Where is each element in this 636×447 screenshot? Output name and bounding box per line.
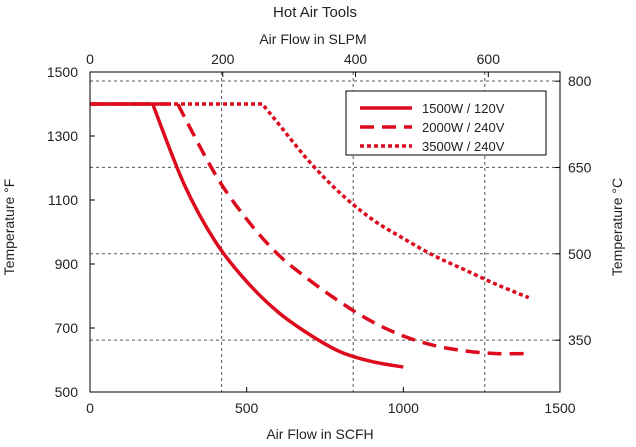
x-top-tick-label: 400	[344, 51, 368, 67]
y-right-tick-label: 350	[568, 332, 592, 348]
chart-title: Hot Air Tools	[273, 4, 357, 21]
series-line-1500w-120v	[90, 102, 404, 369]
legend-label: 1500W / 120V	[422, 101, 505, 116]
y-right-axis-label: Temperature °C	[609, 178, 625, 276]
y-right-tick-label: 500	[568, 246, 592, 262]
y-right-tick-label: 650	[568, 160, 592, 176]
y-left-tick-label: 900	[55, 256, 79, 272]
x-top-tick-label: 200	[211, 51, 235, 67]
grid-lines	[90, 72, 560, 392]
x-top-tick-label: 600	[477, 51, 501, 67]
y-left-tick-label: 1500	[47, 64, 78, 80]
axis-ticks	[89, 71, 561, 393]
data-series	[90, 102, 530, 369]
y-left-tick-label: 700	[55, 320, 79, 336]
series-line-2000w-240v	[90, 102, 529, 356]
x-bottom-tick-label: 1500	[544, 400, 575, 416]
series-line-3500w-240v	[90, 102, 530, 300]
plot-frame	[89, 71, 561, 393]
x-top-tick-label: 0	[86, 51, 94, 67]
y-left-tick-label: 1300	[47, 128, 78, 144]
x-bottom-tick-label: 1000	[388, 400, 419, 416]
x-bottom-axis-label: Air Flow in SCFH	[266, 426, 373, 442]
y-left-axis-label: Temperature °F	[1, 179, 17, 276]
x-bottom-tick-label: 500	[235, 400, 259, 416]
legend-label: 2000W / 240V	[422, 120, 505, 135]
legend: 1500W / 120V 2000W / 240V 3500W / 240V	[345, 90, 547, 156]
tick-labels: 0 500 1000 1500 0 200 400 600 500 700 900 1100 1300 1…	[47, 51, 592, 416]
y-left-tick-label: 500	[55, 384, 79, 400]
legend-box	[345, 90, 547, 156]
y-left-tick-label: 1100	[48, 192, 78, 208]
x-top-axis-label: Air Flow in SLPM	[259, 31, 366, 47]
legend-label: 3500W / 240V	[422, 139, 505, 154]
x-bottom-tick-label: 0	[86, 400, 94, 416]
y-right-tick-label: 800	[568, 73, 592, 89]
